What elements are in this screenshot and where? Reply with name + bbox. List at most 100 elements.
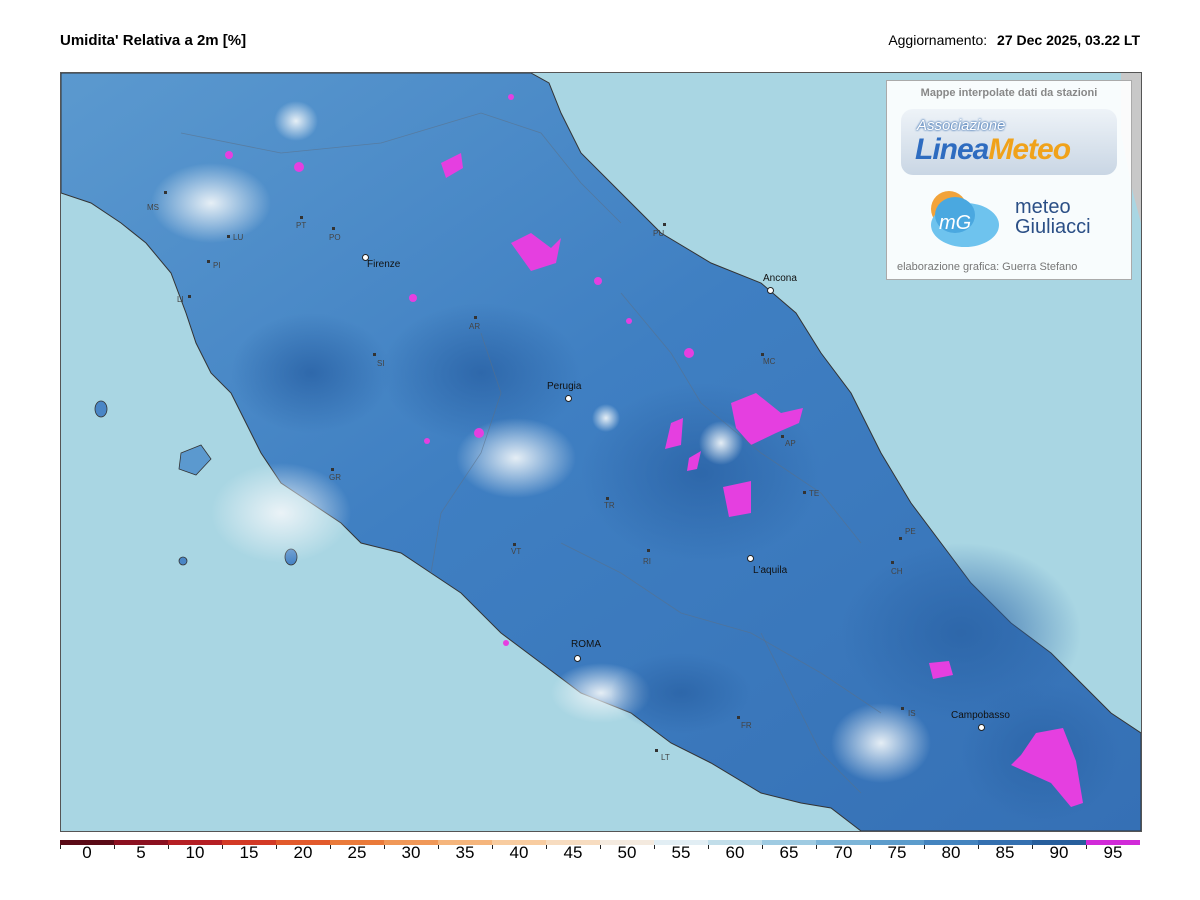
legend-color-step xyxy=(600,840,654,845)
prov-label: TE xyxy=(809,489,820,498)
map-title: Umidita' Relativa a 2m [%] xyxy=(60,32,247,49)
prov-marker xyxy=(803,491,806,494)
legend-tick xyxy=(654,845,655,849)
city-label-roma: ROMA xyxy=(571,639,601,650)
saturation-patch xyxy=(474,428,484,438)
legend-tick xyxy=(168,845,169,849)
legend-tick xyxy=(762,845,763,849)
prov-label: PU xyxy=(653,229,665,238)
saturation-patch xyxy=(424,438,430,444)
prov-marker xyxy=(227,235,230,238)
credit-footer: elaborazione grafica: Guerra Stefano xyxy=(897,261,1078,273)
prov-marker xyxy=(300,216,303,219)
update-info: Aggiornamento: 27 Dec 2025, 03.22 LT xyxy=(888,32,1140,48)
city-marker-roma xyxy=(574,655,581,662)
humidity-low-spot xyxy=(456,418,576,498)
island-capraia xyxy=(94,400,108,418)
city-marker-perugia xyxy=(565,395,572,402)
legend-tick-label: 45 xyxy=(563,843,583,862)
city-label-ancona: Ancona xyxy=(763,273,797,284)
legend-tick-label: 0 xyxy=(82,843,92,862)
legend-color-step xyxy=(762,840,816,845)
update-value: 27 Dec 2025, 03.22 LT xyxy=(997,32,1140,48)
legend-color-step xyxy=(168,840,222,845)
island-pianosa xyxy=(178,556,188,566)
saturation-patch xyxy=(441,153,463,178)
legend-tick-label: 20 xyxy=(293,843,313,862)
humidity-low-spot xyxy=(151,163,271,243)
prov-marker xyxy=(207,260,210,263)
meteogiuliacci-line2: Giuliacci xyxy=(1015,216,1091,238)
meteogiuliacci-text: meteo Giuliacci xyxy=(1015,197,1091,237)
saturation-patches xyxy=(225,94,1083,807)
prov-marker xyxy=(164,191,167,194)
legend-tick-label: 65 xyxy=(779,843,799,862)
legend-tick xyxy=(114,845,115,849)
lineameteo-logo-small: Associazione xyxy=(917,117,1006,134)
update-label: Aggiornamento: xyxy=(888,32,988,48)
lineameteo-logo: Associazione LineaMeteo xyxy=(901,109,1117,175)
saturation-patch xyxy=(665,418,683,449)
prov-marker xyxy=(188,295,191,298)
region-border xyxy=(620,292,862,544)
humidity-low-spot xyxy=(699,421,743,465)
legend-color-step xyxy=(870,840,924,845)
city-label-firenze: Firenze xyxy=(367,259,401,270)
legend-tick xyxy=(438,845,439,849)
legend-color-step xyxy=(978,840,1032,845)
saturation-patch xyxy=(508,94,514,100)
prov-label: AR xyxy=(469,322,481,331)
city-marker-campobasso xyxy=(978,724,985,731)
legend-tick-label: 55 xyxy=(671,843,691,862)
city-label-campobasso: Campobasso xyxy=(951,710,1010,721)
humidity-high-spot xyxy=(381,303,581,443)
region-border xyxy=(180,112,622,224)
legend-tick xyxy=(330,845,331,849)
prov-label: PE xyxy=(905,527,916,536)
city-label-perugia: Perugia xyxy=(547,381,582,392)
city-marker-ancona xyxy=(767,287,774,294)
meteogiuliacci-line1: meteo xyxy=(1015,196,1071,218)
legend-color-step xyxy=(924,840,978,845)
prov-marker xyxy=(761,353,764,356)
legend-color-step xyxy=(816,840,870,845)
saturation-patch xyxy=(594,277,602,285)
prov-label: CH xyxy=(891,567,903,576)
region-border xyxy=(430,332,502,574)
prov-label: LU xyxy=(233,233,244,242)
prov-marker xyxy=(891,561,894,564)
prov-marker xyxy=(781,435,784,438)
legend-tick-label: 50 xyxy=(617,843,637,862)
saturation-patch xyxy=(929,661,953,679)
legend-tick-label: 30 xyxy=(401,843,421,862)
legend-tick xyxy=(492,845,493,849)
saturation-patch xyxy=(225,151,233,159)
legend-color-step xyxy=(276,840,330,845)
legend-tick xyxy=(546,845,547,849)
legend-tick-label: 95 xyxy=(1103,843,1123,862)
legend-tick xyxy=(870,845,871,849)
legend-tick xyxy=(816,845,817,849)
legend-color-step xyxy=(1032,840,1086,845)
saturation-patch xyxy=(511,233,561,271)
legend-tick xyxy=(1032,845,1033,849)
city-marker-firenze xyxy=(362,254,369,261)
prov-label: FR xyxy=(741,721,752,730)
credit-header: Mappe interpolate dati da stazioni xyxy=(920,87,1098,99)
prov-marker xyxy=(332,227,335,230)
prov-marker xyxy=(373,353,376,356)
prov-label: PO xyxy=(329,233,341,242)
legend-tick-label: 60 xyxy=(725,843,745,862)
prov-label: TR xyxy=(604,501,615,510)
prov-marker xyxy=(663,223,666,226)
prov-marker xyxy=(647,549,650,552)
city-label-laquila: L'aquila xyxy=(753,565,788,576)
prov-label: LT xyxy=(661,753,670,762)
legend-tick xyxy=(978,845,979,849)
legend-tick-label: 85 xyxy=(995,843,1015,862)
prov-marker xyxy=(474,316,477,319)
meteogiuliacci-badge: mG xyxy=(939,212,971,234)
prov-marker xyxy=(606,497,609,500)
humidity-low-spot xyxy=(592,404,620,432)
humidity-low-spot xyxy=(211,463,351,563)
